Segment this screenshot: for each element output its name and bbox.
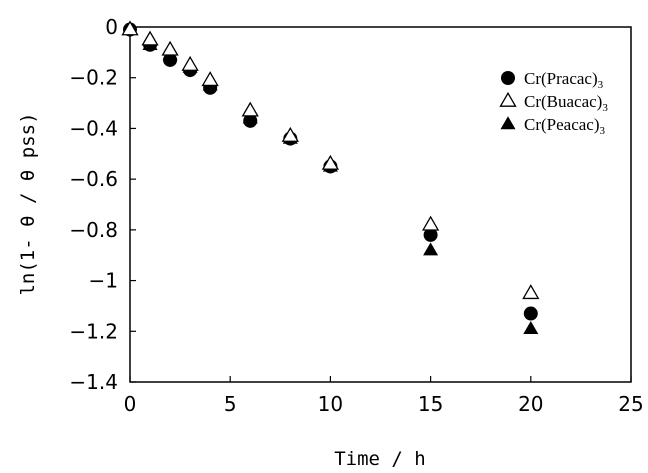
axis-ticks — [129, 26, 632, 383]
data-point — [321, 154, 340, 170]
legend-label: Cr(Pracac)3 — [524, 69, 604, 91]
data-point — [423, 242, 439, 256]
x-tick-label: 25 — [618, 392, 643, 416]
x-tick-label: 5 — [224, 392, 237, 416]
legend: Cr(Pracac)3Cr(Buacac)3Cr(Peacac)3 — [499, 69, 608, 137]
y-tick-labels: 0 −0.2 −0.4 −0.6 −0.8 −1 −1.2 −1.4 — [69, 15, 118, 394]
data-point — [242, 110, 258, 124]
data-markers — [121, 20, 540, 334]
x-tick-label: 10 — [318, 392, 343, 416]
legend-label-subscript: 3 — [600, 125, 606, 137]
legend-label: Cr(Buacac)3 — [524, 92, 608, 114]
x-tick-label: 20 — [518, 392, 543, 416]
data-point — [241, 101, 259, 117]
data-point — [423, 227, 438, 242]
y-tick-label: −1.4 — [69, 370, 118, 394]
y-tick-label: −0.2 — [69, 66, 118, 90]
data-point — [421, 215, 440, 231]
y-tick-label: −1.2 — [69, 319, 118, 343]
x-tick-label: 0 — [124, 392, 137, 416]
data-point — [522, 284, 540, 300]
x-axis-label: Time / h — [334, 448, 426, 470]
legend-label: Cr(Peacac)3 — [524, 115, 606, 137]
y-tick-label: −0.4 — [69, 116, 118, 140]
x-tick-labels: 0 5 10 15 20 25 — [124, 392, 644, 416]
y-tick-label: −0.8 — [69, 218, 118, 242]
data-point — [281, 126, 299, 142]
legend-marker — [501, 71, 515, 85]
legend-marker — [499, 91, 517, 107]
y-tick-label: −1 — [89, 269, 118, 293]
data-point — [523, 306, 538, 321]
plot-area-frame — [129, 26, 632, 383]
data-point — [121, 20, 139, 36]
x-tick-label: 15 — [418, 392, 443, 416]
data-point — [141, 30, 159, 46]
data-point — [161, 40, 179, 56]
legend-marker — [500, 116, 516, 130]
y-tick-label: 0 — [105, 15, 118, 39]
legend-label-name: Cr(Peacac) — [524, 115, 600, 134]
data-point — [201, 71, 219, 87]
legend-label-subscript: 3 — [598, 79, 604, 91]
y-axis-label: ln(1- θ / θ pss) — [17, 112, 39, 295]
data-point — [181, 55, 199, 71]
legend-label-name: Cr(Buacac) — [524, 92, 602, 111]
y-tick-label: −0.6 — [69, 167, 118, 191]
data-point — [523, 320, 539, 334]
legend-label-subscript: 3 — [602, 102, 608, 114]
legend-label-name: Cr(Pracac) — [524, 69, 598, 88]
